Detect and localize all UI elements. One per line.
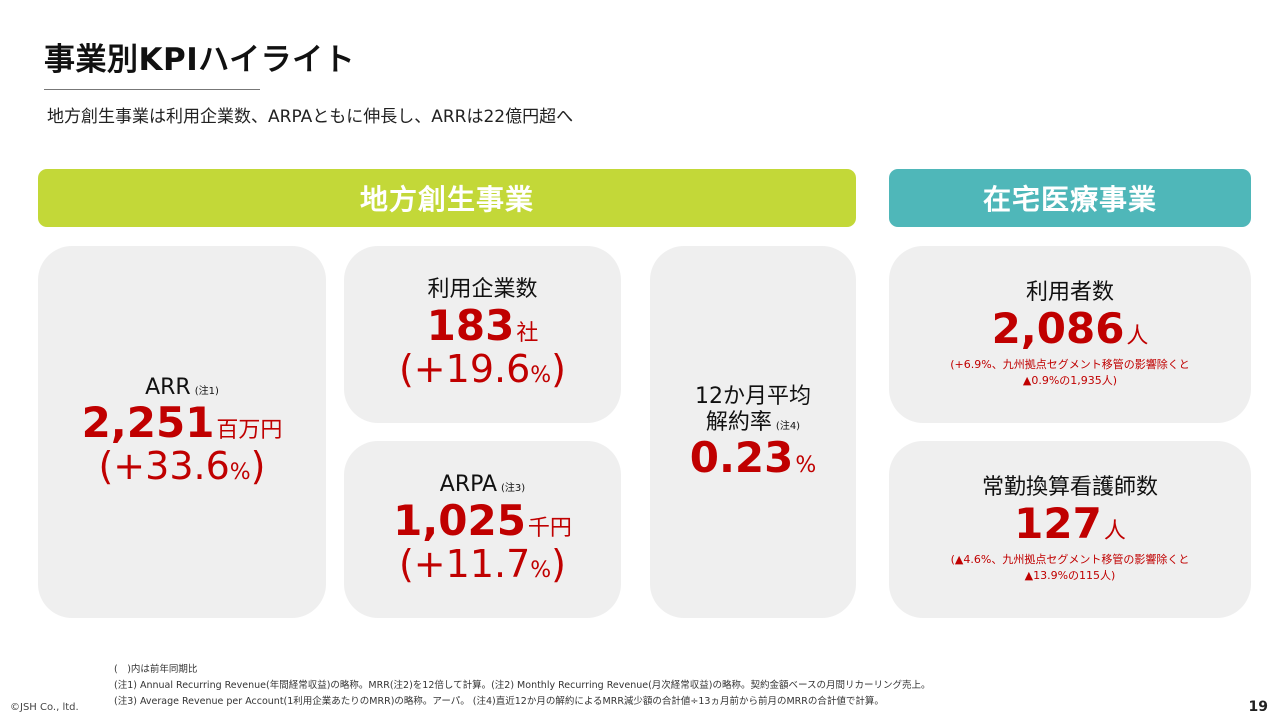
kpi-change: (+19.6%): [398, 346, 566, 392]
page-number: 19: [1248, 699, 1268, 715]
footnote-line: (注3) Average Revenue per Account(1利用企業あた…: [114, 696, 884, 707]
kpi-value: 2,086人: [991, 303, 1149, 353]
kpi-unit: 人: [1103, 518, 1126, 544]
footnote-line: ( )内は前年同期比: [114, 664, 198, 675]
title-underline: [44, 89, 260, 90]
page-subtitle: 地方創生事業は利用企業数、ARPAともに伸長し、ARRは22億円超へ: [47, 107, 574, 127]
kpi-change-close: ): [250, 444, 266, 489]
kpi-value: 183社: [426, 300, 539, 350]
kpi-value: 1,025千円: [393, 495, 572, 545]
footnote-line: (注1) Annual Recurring Revenue(年間経常収益)の略称…: [114, 680, 931, 691]
kpi-change-number: (+11.7: [398, 541, 531, 586]
kpi-change-number: (+19.6: [398, 346, 531, 391]
kpi-card-nurses: 常勤換算看護師数 127人 (▲4.6%、九州拠点セグメント移管の影響除くと ▲…: [889, 441, 1251, 618]
kpi-remark-line2: ▲0.9%の1,935人): [1022, 373, 1118, 387]
kpi-change: (+33.6%): [98, 445, 265, 489]
kpi-value: 2,251百万円: [82, 401, 283, 445]
kpi-change: (+11.7%): [398, 541, 566, 587]
kpi-card-arr: ARR (注1) 2,251百万円 (+33.6%): [38, 246, 326, 618]
kpi-unit: 百万円: [216, 418, 283, 444]
kpi-remark-line2: ▲13.9%の115人): [1024, 568, 1116, 582]
kpi-label-line1: 12か月平均: [695, 383, 811, 409]
kpi-value-number: 2,251: [81, 398, 215, 448]
kpi-card-users: 利用者数 2,086人 (+6.9%、九州拠点セグメント移管の影響除くと ▲0.…: [889, 246, 1251, 423]
kpi-unit: %: [795, 453, 817, 479]
page-title: 事業別KPIハイライト: [44, 42, 356, 78]
kpi-value-number: 0.23: [689, 433, 794, 483]
kpi-unit: 千円: [527, 515, 572, 541]
kpi-change-number: (+33.6: [98, 444, 230, 489]
kpi-label: ARR (注1): [145, 375, 219, 401]
kpi-change-pct: %: [530, 557, 552, 583]
kpi-value: 127人: [1014, 498, 1126, 548]
kpi-change-close: ): [551, 541, 566, 586]
kpi-change-pct: %: [530, 362, 552, 388]
kpi-label: 利用企業数: [427, 277, 538, 303]
kpi-value-number: 127: [1014, 498, 1102, 548]
kpi-unit: 社: [516, 320, 539, 346]
footnotes: ( )内は前年同期比 (注1) Annual Recurring Revenue…: [114, 662, 931, 710]
kpi-label: ARPA (注3): [440, 472, 525, 498]
kpi-footnote-ref: (注4): [775, 420, 801, 432]
kpi-remark-line1: (▲4.6%、九州拠点セグメント移管の影響除くと: [950, 552, 1190, 566]
kpi-remark-line1: (+6.9%、九州拠点セグメント移管の影響除くと: [950, 357, 1190, 371]
kpi-value-number: 2,086: [991, 303, 1125, 353]
segment-banner-regional: 地方創生事業: [38, 169, 856, 227]
kpi-card-companies: 利用企業数 183社 (+19.6%): [344, 246, 621, 423]
kpi-label-line2: 解約率 (注4): [706, 410, 800, 436]
kpi-label: 利用者数: [1025, 280, 1114, 306]
kpi-remark: (+6.9%、九州拠点セグメント移管の影響除くと ▲0.9%の1,935人): [950, 357, 1189, 389]
kpi-footnote-ref: (注3): [501, 483, 526, 495]
kpi-label-text: ARPA: [439, 472, 498, 498]
kpi-change-close: ): [551, 346, 566, 391]
kpi-card-churn: 12か月平均 解約率 (注4) 0.23%: [650, 246, 856, 618]
segment-banner-home-care: 在宅医療事業: [889, 169, 1251, 227]
kpi-value-number: 1,025: [393, 495, 526, 545]
kpi-footnote-ref: (注1): [194, 385, 219, 397]
kpi-remark: (▲4.6%、九州拠点セグメント移管の影響除くと ▲13.9%の115人): [951, 552, 1190, 584]
kpi-label-text: ARR: [145, 374, 191, 400]
kpi-change-pct: %: [229, 460, 251, 486]
kpi-card-arpa: ARPA (注3) 1,025千円 (+11.7%): [344, 441, 621, 618]
kpi-label-text: 解約率: [705, 409, 772, 435]
kpi-unit: 人: [1126, 323, 1149, 349]
copyright: ©JSH Co., ltd.: [10, 702, 79, 713]
kpi-label: 常勤換算看護師数: [981, 475, 1158, 501]
kpi-value: 0.23%: [690, 436, 817, 480]
kpi-value-number: 183: [426, 300, 515, 350]
